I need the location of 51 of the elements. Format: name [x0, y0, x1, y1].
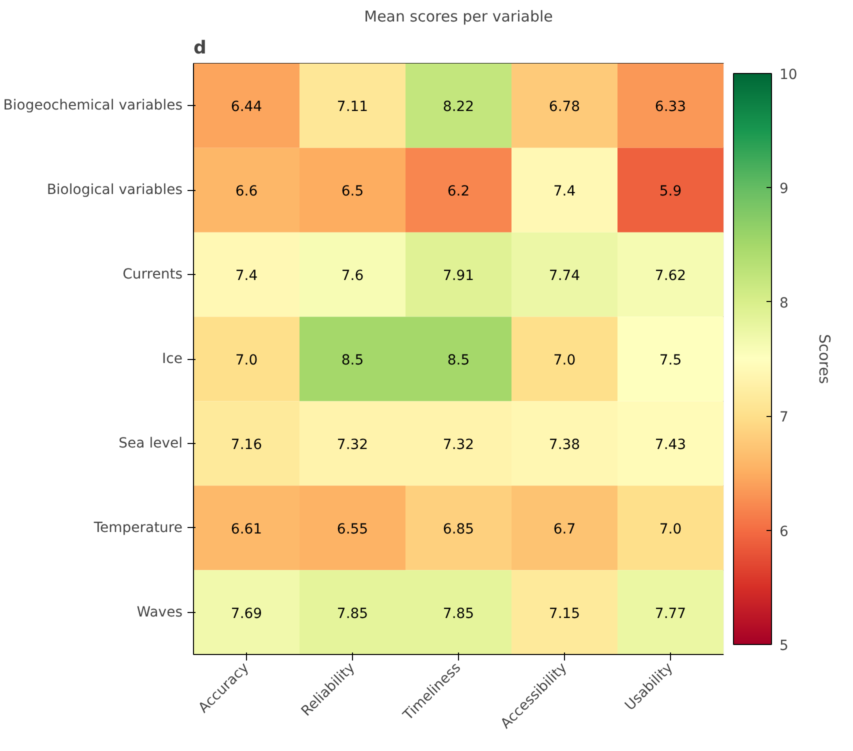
data-label: 8.22	[442, 99, 474, 116]
data-label: 7.15	[548, 606, 580, 622]
data-label: 8.5	[447, 352, 470, 368]
data-label: 6.6	[235, 184, 258, 200]
data-label: 7.62	[654, 268, 686, 284]
data-label: 7.43	[654, 436, 686, 453]
data-label: 6.44	[230, 99, 262, 116]
y-tick-label: Biogeochemical variables	[3, 98, 183, 114]
data-label: 7.5	[659, 352, 682, 368]
color-bar-label: 5	[780, 638, 788, 654]
data-label: 6.5	[341, 184, 364, 200]
data-label: 7.0	[659, 521, 682, 538]
data-label: 6.78	[548, 99, 580, 116]
data-label: 7.32	[336, 436, 368, 453]
data-label: 8.5	[341, 352, 364, 368]
data-label: 6.2	[447, 184, 470, 200]
data-label: 6.61	[230, 521, 262, 538]
data-label: 7.77	[654, 606, 686, 622]
text: d	[194, 38, 206, 58]
data-label: 6.85	[442, 521, 474, 538]
color-bar-label: 7	[780, 410, 788, 426]
data-label: 7.69	[230, 606, 262, 622]
color-bar-label: 6	[780, 524, 788, 540]
data-label: 7.4	[235, 268, 258, 284]
data-label: 7.6	[341, 268, 364, 284]
y-tick-label: Sea level	[118, 435, 183, 452]
data-label: 7.16	[230, 436, 262, 453]
data-label: 7.0	[553, 352, 576, 368]
color-bar-label: 8	[780, 295, 788, 312]
y-tick-label: Ice	[162, 351, 183, 367]
data-label: 7.11	[336, 99, 368, 116]
data-label: 7.32	[442, 436, 474, 453]
data-label: 6.7	[553, 521, 576, 538]
data-label: 7.38	[548, 436, 580, 453]
y-tick-label: Currents	[122, 266, 183, 283]
data-label: 6.55	[336, 521, 368, 538]
data-label: 7.91	[442, 268, 474, 284]
data-label: 6.33	[654, 99, 686, 116]
data-label: 7.0	[235, 352, 258, 368]
color-bar-title: Scores	[816, 334, 834, 384]
y-tick-label: Biological variables	[46, 182, 183, 198]
y-tick-label: Temperature	[92, 520, 183, 536]
color-bar-label: 9	[780, 181, 788, 198]
color-bar-label: 10	[780, 67, 798, 83]
data-label: 7.74	[548, 268, 580, 284]
y-tick-label: Waves	[136, 604, 182, 620]
data-label: 7.4	[553, 184, 576, 200]
chart-title: Mean scores per variable	[364, 8, 553, 26]
data-label: 7.85	[442, 606, 474, 622]
data-label: 5.9	[659, 184, 682, 200]
data-label: 7.85	[336, 606, 368, 622]
